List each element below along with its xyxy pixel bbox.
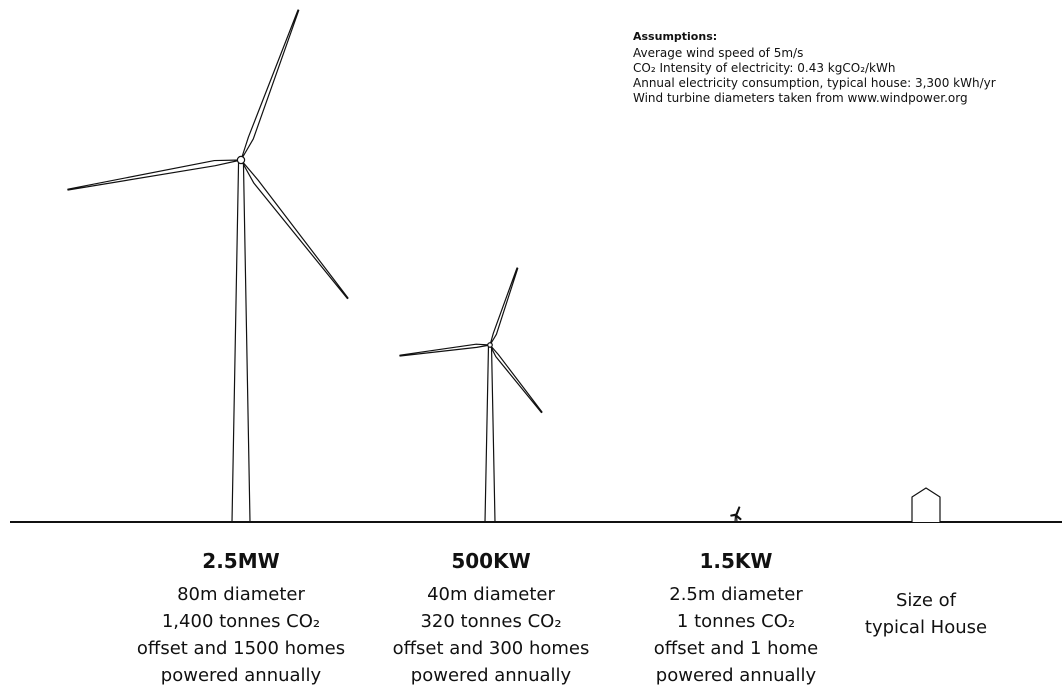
description-line: offset and 300 homes	[393, 638, 590, 659]
blade	[400, 344, 490, 356]
description-line: powered annually	[656, 665, 817, 686]
blade	[241, 10, 299, 160]
description-line: typical House	[865, 617, 987, 638]
infographic: Assumptions: Average wind speed of 5m/s …	[0, 0, 1062, 698]
tower	[232, 160, 250, 522]
description-line: Size of	[896, 590, 957, 611]
hub	[488, 343, 493, 348]
description-line: offset and 1 home	[654, 638, 818, 659]
description-line: offset and 1500 homes	[137, 638, 345, 659]
hub	[237, 156, 244, 163]
description-line: 320 tonnes CO₂	[420, 611, 561, 632]
description-line: 1 tonnes CO₂	[677, 611, 795, 632]
tower	[485, 345, 495, 522]
description-line: 40m diameter	[427, 584, 555, 605]
description-line: powered annually	[411, 665, 572, 686]
hub	[735, 514, 736, 515]
description-line: 80m diameter	[177, 584, 305, 605]
blade	[241, 160, 348, 298]
power-label: 1.5KW	[700, 549, 773, 573]
labels: 2.5MW 80m diameter 1,400 tonnes CO₂ offset …	[137, 549, 987, 686]
power-label: 2.5MW	[202, 549, 279, 573]
power-label: 500KW	[451, 549, 530, 573]
assumption: Annual electricity consumption, typical …	[633, 76, 996, 90]
blade	[736, 507, 740, 515]
description-line: 1,400 tonnes CO₂	[162, 611, 320, 632]
blade	[68, 160, 241, 190]
assumption: Wind turbine diameters taken from www.wi…	[633, 91, 968, 105]
assumption: Average wind speed of 5m/s	[633, 46, 803, 60]
assumptions-title: Assumptions:	[633, 30, 717, 43]
assumption: CO₂ Intensity of electricity: 0.43 kgCO₂…	[633, 61, 895, 75]
blade	[490, 268, 518, 345]
house	[912, 488, 940, 522]
description-line: 2.5m diameter	[669, 584, 803, 605]
description-line: powered annually	[161, 665, 322, 686]
blade	[490, 345, 542, 412]
